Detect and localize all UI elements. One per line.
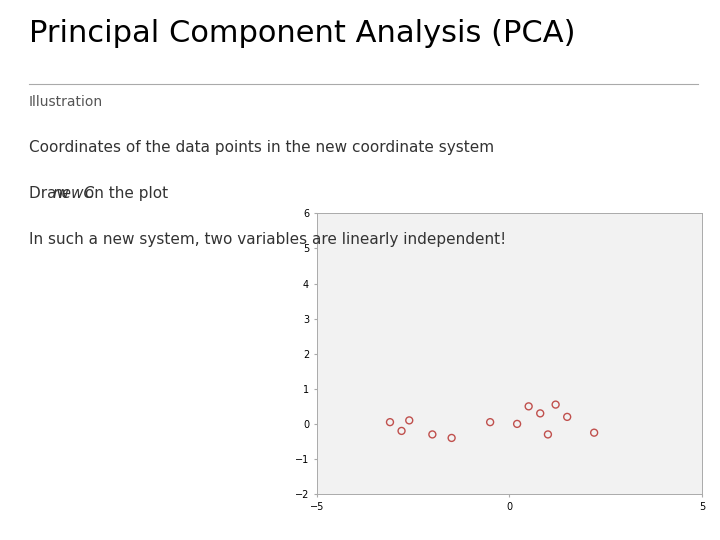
Point bbox=[427, 430, 438, 438]
Point bbox=[396, 427, 408, 435]
Text: Principal Component Analysis (PCA): Principal Component Analysis (PCA) bbox=[29, 19, 575, 48]
Point bbox=[403, 416, 415, 424]
Text: Illustration: Illustration bbox=[29, 94, 103, 109]
Point bbox=[384, 418, 396, 427]
Point bbox=[446, 434, 457, 442]
Point bbox=[511, 420, 523, 428]
Point bbox=[588, 428, 600, 437]
Point bbox=[485, 418, 496, 427]
Point bbox=[523, 402, 534, 411]
Point bbox=[550, 400, 562, 409]
Text: HUMAN COMPUTER INTERACTION: HUMAN COMPUTER INTERACTION bbox=[278, 517, 442, 527]
Point bbox=[534, 409, 546, 418]
Text: Coordinates of the data points in the new coordinate system: Coordinates of the data points in the ne… bbox=[29, 140, 494, 156]
Text: In such a new system, two variables are linearly independent!: In such a new system, two variables are … bbox=[29, 232, 506, 247]
Text: 30: 30 bbox=[693, 517, 706, 527]
Text: on the plot: on the plot bbox=[80, 186, 168, 201]
Point bbox=[562, 413, 573, 421]
Text: Draw: Draw bbox=[29, 186, 73, 201]
Text: 3/13/2017: 3/13/2017 bbox=[14, 517, 64, 527]
Text: newC: newC bbox=[53, 186, 95, 201]
Point bbox=[542, 430, 554, 438]
